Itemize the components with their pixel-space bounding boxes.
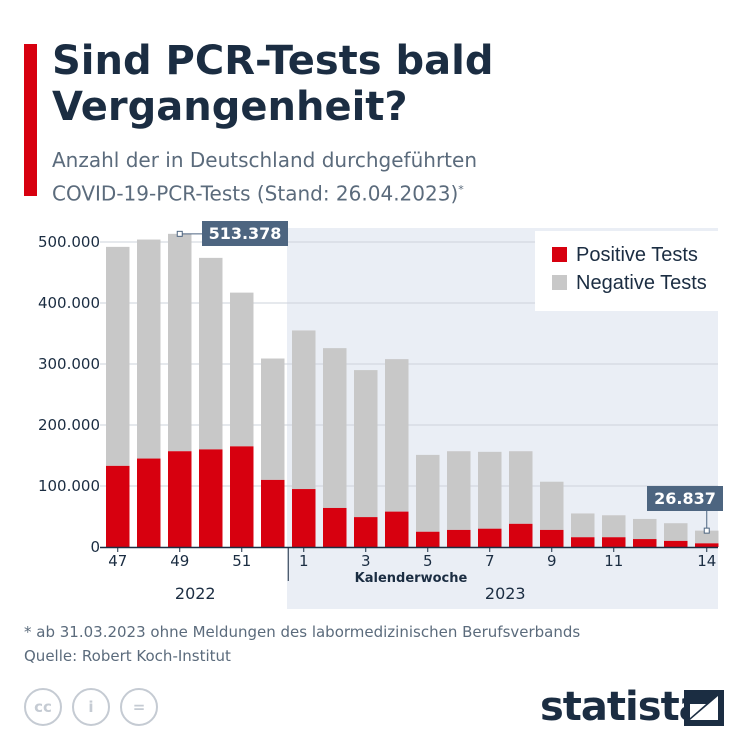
- y-tick-label: 300.000: [38, 355, 100, 373]
- legend-swatch: [552, 247, 567, 262]
- bar-negative-tests: [106, 246, 130, 466]
- accent-bar: [24, 44, 37, 196]
- source-text: Quelle: Robert Koch-Institut: [24, 647, 231, 665]
- x-tick-label: 49: [170, 552, 189, 570]
- bar-positive-tests: [602, 537, 626, 547]
- x-tick-label: 9: [547, 552, 557, 570]
- bar-negative-tests: [323, 348, 347, 508]
- bar-positive-tests: [509, 523, 533, 547]
- stacked-bar-chart: 0 100.000 200.000 300.000 400.000 500.000 47 49…: [37, 221, 750, 609]
- callout-box: [202, 221, 288, 246]
- bar-negative-tests: [447, 451, 471, 530]
- cc-icon[interactable]: cc: [24, 688, 62, 726]
- bar-positive-tests: [385, 511, 409, 547]
- x-tick-label: 7: [485, 552, 495, 570]
- legend-swatch: [552, 275, 567, 290]
- bar-negative-tests: [540, 481, 564, 530]
- bar-positive-tests: [106, 465, 130, 547]
- bar-negative-tests: [168, 233, 192, 452]
- x-tick-label: 14: [697, 552, 716, 570]
- y-tick-label: 200.000: [38, 416, 100, 434]
- bar-positive-tests: [261, 479, 285, 547]
- bar-positive-tests: [571, 537, 595, 547]
- bar-negative-tests: [416, 454, 440, 532]
- bar-positive-tests: [664, 540, 688, 547]
- bar-positive-tests: [416, 531, 440, 547]
- subtitle-line-2: COVID-19-PCR-Tests (Stand: 26.04.2023): [52, 181, 459, 206]
- bar-positive-tests: [168, 451, 192, 547]
- callout-label: 26.837: [654, 489, 716, 508]
- bar-negative-tests: [385, 359, 409, 512]
- x-tick-label: 47: [108, 552, 127, 570]
- x-tick-label: 5: [423, 552, 433, 570]
- footnotes: * ab 31.03.2023 ohne Meldungen des labor…: [24, 620, 580, 668]
- bar-positive-tests: [230, 446, 254, 547]
- bar-positive-tests: [354, 517, 378, 547]
- bar-negative-tests: [230, 292, 254, 447]
- x-tick-label: 3: [361, 552, 371, 570]
- callout-box: [647, 486, 723, 511]
- y-tick-label: 500.000: [38, 233, 100, 251]
- callout-marker: [703, 527, 710, 534]
- subtitle-footnote-marker: *: [458, 183, 464, 196]
- bar-positive-tests: [478, 528, 502, 547]
- bar-negative-tests: [199, 257, 223, 450]
- legend-label: Positive Tests: [576, 244, 698, 266]
- callout-label: 513.378: [209, 224, 282, 243]
- chart-subtitle: Anzahl der in Deutschland durchgeführten…: [52, 146, 712, 209]
- bar-positive-tests: [199, 449, 223, 547]
- bar-negative-tests: [509, 451, 533, 524]
- chart-title: Sind PCR-Tests bald Vergangenheit?: [52, 38, 494, 130]
- year-label: 2022: [175, 584, 216, 603]
- x-tick-label: 1: [299, 552, 309, 570]
- attribution-icon[interactable]: i: [72, 688, 110, 726]
- legend-label: Negative Tests: [576, 272, 707, 294]
- bar-negative-tests: [664, 523, 688, 541]
- bar-positive-tests: [292, 489, 316, 547]
- bar-positive-tests: [540, 529, 564, 547]
- bar-negative-tests: [602, 515, 626, 538]
- bar-negative-tests: [292, 330, 316, 490]
- y-tick-label: 0: [90, 538, 100, 556]
- bar-positive-tests: [447, 529, 471, 547]
- no-derivatives-icon[interactable]: =: [120, 688, 158, 726]
- bar-negative-tests: [137, 239, 161, 459]
- bar-negative-tests: [354, 370, 378, 518]
- statista-logo-icon: [684, 690, 724, 726]
- statista-logo[interactable]: statista: [540, 682, 730, 732]
- bar-negative-tests: [571, 513, 595, 538]
- y-tick-label: 100.000: [38, 477, 100, 495]
- year-label: 2023: [485, 584, 526, 603]
- x-tick-label: 51: [232, 552, 251, 570]
- callout-marker: [176, 230, 183, 237]
- legend-box: [535, 231, 750, 311]
- y-tick-label: 400.000: [38, 294, 100, 312]
- subtitle-line-1: Anzahl der in Deutschland durchgeführten: [52, 148, 477, 172]
- bar-positive-tests: [323, 507, 347, 547]
- bar-negative-tests: [261, 358, 285, 480]
- bar-positive-tests: [137, 458, 161, 547]
- bar-negative-tests: [695, 530, 719, 544]
- bar-positive-tests: [633, 539, 657, 547]
- brand-name: statista: [540, 684, 706, 730]
- bar-positive-tests: [695, 543, 719, 547]
- bar-negative-tests: [633, 518, 657, 540]
- x-axis-title: Kalenderwoche: [355, 571, 468, 586]
- footnote-text: * ab 31.03.2023 ohne Meldungen des labor…: [24, 623, 581, 641]
- x-tick-label: 11: [604, 552, 623, 570]
- bar-negative-tests: [478, 451, 502, 529]
